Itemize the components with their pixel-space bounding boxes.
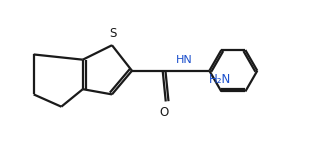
Text: O: O bbox=[160, 106, 169, 119]
Text: S: S bbox=[109, 27, 116, 40]
Text: H₂N: H₂N bbox=[209, 73, 231, 86]
Text: HN: HN bbox=[176, 55, 193, 65]
